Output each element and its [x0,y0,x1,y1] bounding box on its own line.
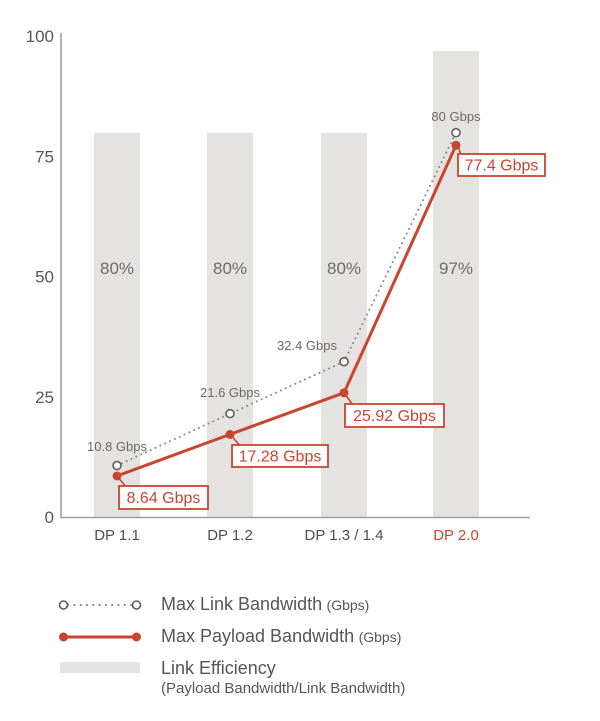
y-tick-label: 0 [45,508,54,527]
legend-item-max-link-bandwidth: Max Link Bandwidth (Gbps) [58,594,600,615]
red-line-swatch-icon [59,632,141,641]
link-value-label: 10.8 Gbps [87,439,147,454]
payload-callouts: 8.64 Gbps 17.28 Gbps 25.92 Gbps 77.4 Gbps [116,145,546,510]
efficiency-value-label: 80% [213,259,247,278]
payload-value-label: 77.4 Gbps [465,158,539,175]
payload-value-label: 25.92 Gbps [353,408,436,425]
legend-label-max-link-bandwidth: Max Link Bandwidth (Gbps) [161,594,369,615]
link-point-marker [451,127,461,138]
x-category-label: DP 1.1 [94,527,140,544]
legend-item-max-payload-bandwidth: Max Payload Bandwidth (Gbps) [58,626,600,647]
efficiency-bar [94,132,140,518]
efficiency-value-label: 80% [100,259,134,278]
bandwidth-chart: 80% 80% 80% 97% 10.8 Gbps 21.6 Gbps 32.4 Gbps… [26,27,546,544]
max-link-bandwidth-line [116,131,457,467]
dotted-line-swatch-icon [58,599,142,610]
gray-bar-swatch-icon [60,662,140,673]
legend-label-link-efficiency: Link Efficiency (Payload Bandwidth/Link … [161,658,405,697]
link-point-marker [339,356,349,367]
x-category-label: DP 1.3 / 1.4 [305,527,384,544]
link-value-label: 80 Gbps [431,109,481,124]
payload-value-label: 8.64 Gbps [127,490,201,507]
legend-label-unit: (Gbps) [358,629,402,645]
max-link-bandwidth-series: 10.8 Gbps 21.6 Gbps 32.4 Gbps 80 Gbps [87,109,481,471]
legend-label-max-payload-bandwidth: Max Payload Bandwidth (Gbps) [161,626,401,647]
y-tick-label: 25 [35,388,54,407]
payload-callout-box [457,153,546,177]
payload-value-label: 17.28 Gbps [239,449,322,466]
y-tick-label: 75 [35,147,54,166]
efficiency-labels: 80% 80% 80% 97% [100,259,473,278]
legend: Max Link Bandwidth (Gbps) Max Payload Ba… [58,594,600,697]
link-value-label: 21.6 Gbps [200,385,260,400]
payload-callout-box [118,485,209,510]
y-tick-label: 50 [35,268,54,287]
legend-label-text: Max Payload Bandwidth [161,626,355,646]
efficiency-value-label: 80% [327,259,361,278]
max-payload-bandwidth-series [112,140,461,481]
link-point-marker [112,460,122,471]
legend-label-text: Max Link Bandwidth [161,594,323,614]
payload-callout-box [344,403,445,428]
x-category-label: DP 1.2 [207,527,253,544]
link-point-marker [225,408,235,419]
legend-label-unit: (Gbps) [326,597,370,613]
x-category-label: DP 2.0 [433,527,479,544]
max-payload-bandwidth-line [115,143,458,478]
legend-label-formula: (Payload Bandwidth/Link Bandwidth) [161,680,406,697]
link-value-label: 32.4 Gbps [277,338,337,353]
legend-item-link-efficiency: Link Efficiency (Payload Bandwidth/Link … [58,658,600,697]
payload-callout-leader [343,392,354,406]
legend-label-text: Link Efficiency [161,658,276,678]
payload-callout-box [231,444,329,468]
axes: 0 25 50 75 100 DP 1.1 DP 1.2 DP 1.3 / 1.4 DP 2.0 [26,27,530,544]
y-tick-label: 100 [26,27,54,46]
efficiency-value-label: 97% [439,259,473,278]
